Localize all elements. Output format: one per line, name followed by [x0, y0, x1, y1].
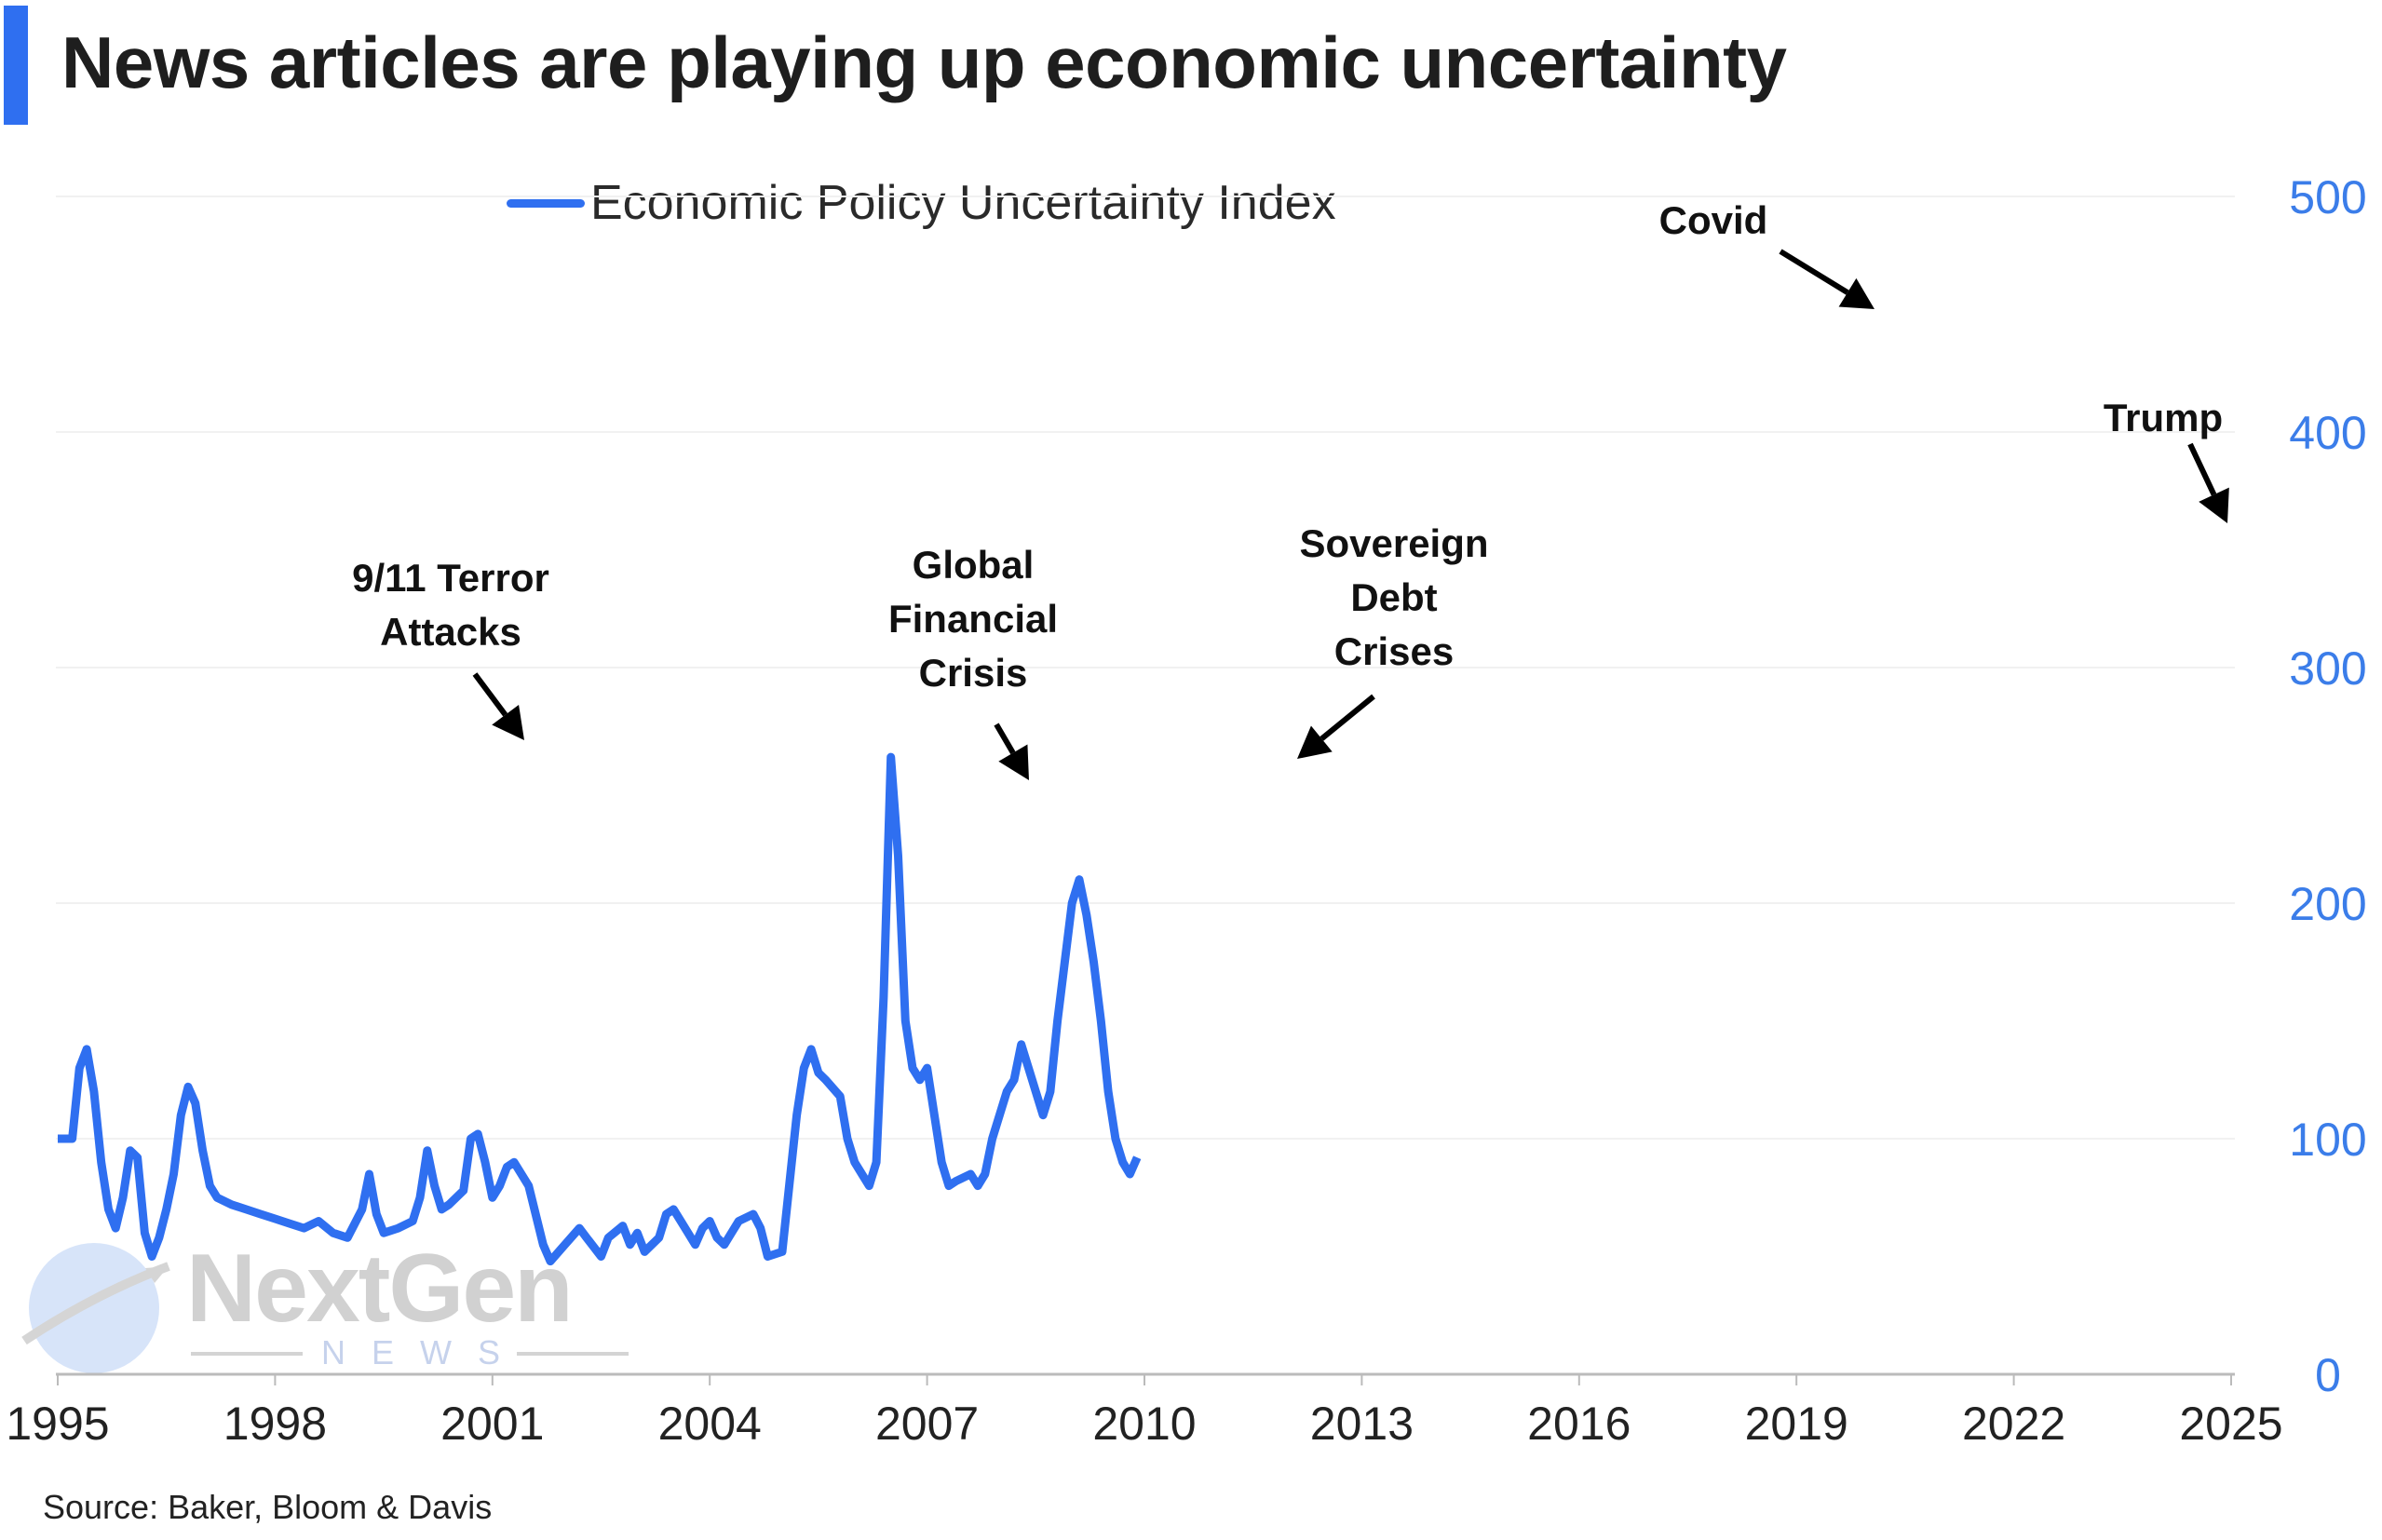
- arrow-shaft: [472, 672, 508, 717]
- y-tick-label: 400: [2289, 407, 2366, 459]
- arrow-head: [2199, 487, 2229, 523]
- globe-icon: [21, 1243, 170, 1373]
- y-tick-label: 0: [2315, 1349, 2341, 1401]
- x-axis: 1995 1998 2001 2004 2007 2010 2013 2016 2019 2022…: [6, 1372, 2283, 1450]
- watermark-brand: NextGen: [186, 1235, 574, 1343]
- annotation-sovereign: Sovereign Debt Crises: [1299, 517, 1488, 679]
- x-tick-label: 1998: [223, 1398, 327, 1450]
- y-tick-label: 200: [2289, 878, 2366, 930]
- x-tick-label: 2013: [1310, 1398, 1414, 1450]
- annotation-911: 9/11 Terror Attacks: [352, 551, 549, 659]
- arrow-shaft: [1779, 249, 1849, 295]
- annotation-line: Trump: [2103, 396, 2224, 439]
- arrow-shaft: [2187, 442, 2217, 496]
- title-accent-bar: [4, 6, 28, 125]
- x-tick-label: 2001: [440, 1398, 544, 1450]
- annotation-line: 9/11 Terror: [352, 556, 549, 600]
- annotation-gfc: Global Financial Crisis: [888, 538, 1058, 700]
- series-line: [58, 752, 1142, 1266]
- x-tick-label: 2016: [1527, 1398, 1631, 1450]
- arrow-head: [998, 744, 1029, 780]
- x-tick-label: 1995: [6, 1398, 109, 1450]
- y-tick-label: 500: [2289, 171, 2366, 223]
- series-group: [58, 752, 1142, 1266]
- x-tick-label: 2019: [1745, 1398, 1848, 1450]
- x-tick-label: 2004: [658, 1398, 762, 1450]
- annotation-line: Crises: [1333, 629, 1455, 673]
- annotation-line: Financial: [887, 597, 1059, 641]
- watermark-sub: NEWS: [321, 1333, 526, 1371]
- x-tick-label: 2010: [1092, 1398, 1196, 1450]
- arrow-shaft: [994, 723, 1016, 755]
- y-tick-label: 300: [2289, 642, 2366, 695]
- y-tick-label: 100: [2289, 1114, 2366, 1166]
- annotation-line: Covid: [1658, 198, 1768, 242]
- watermark-rule-left: [191, 1352, 303, 1356]
- source-note: Source: Baker, Bloom & Davis: [43, 1488, 493, 1526]
- x-tick-label: 2007: [875, 1398, 979, 1450]
- y-axis: 0 100 200 300 400 500: [2289, 171, 2366, 1401]
- legend: Economic Policy Uncertainty Index: [507, 175, 1336, 231]
- arrow-head: [492, 704, 524, 740]
- gridlines: [56, 196, 2235, 1140]
- chart-title: News articles are playing up economic un…: [61, 21, 1787, 103]
- annotation-line: Attacks: [380, 610, 521, 654]
- arrow-shaft: [1320, 694, 1375, 741]
- watermark-rule-right: [517, 1352, 629, 1356]
- annotation-arrows: [472, 249, 2229, 780]
- annotation-line: Sovereign: [1299, 521, 1489, 565]
- annotation-line: Crisis: [918, 651, 1028, 695]
- arrow-head: [1297, 725, 1333, 759]
- x-tick-label: 2022: [1962, 1398, 2065, 1450]
- legend-swatch: [507, 198, 585, 208]
- annotation-trump: Trump: [2104, 391, 2223, 445]
- annotation-covid: Covid: [1659, 194, 1768, 248]
- x-tick-label: 2025: [2179, 1398, 2282, 1450]
- arrow-head: [1838, 277, 1874, 309]
- annotation-line: Debt: [1350, 575, 1438, 619]
- annotation-line: Global: [912, 543, 1035, 587]
- legend-label: Economic Policy Uncertainty Index: [590, 176, 1336, 230]
